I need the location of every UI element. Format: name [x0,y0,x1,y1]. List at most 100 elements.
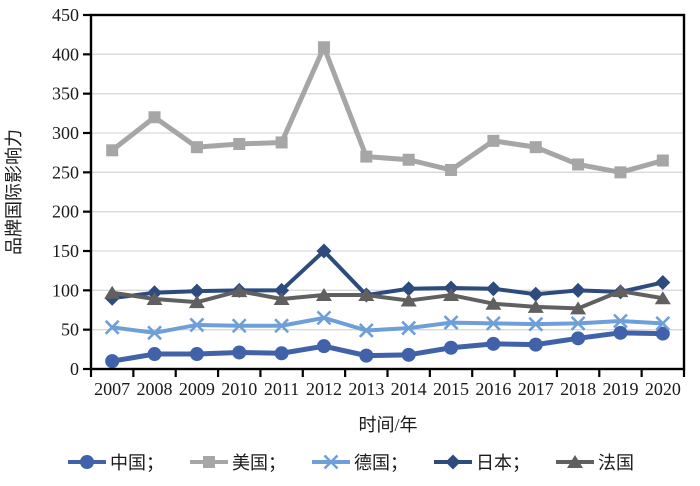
data-point-日本-2014 [401,281,417,297]
legend-marker-德国 [323,454,339,470]
x-tick-label-2011: 2011 [264,379,299,399]
series-德国 [104,310,671,341]
data-point-中国-2011 [274,346,289,361]
legend-item-日本: 日本； [432,449,530,475]
y-tick-label-350: 350 [52,84,79,104]
legend-item-美国: 美国； [188,449,286,475]
y-tick-label-100: 100 [52,280,79,300]
data-point-德国-2009 [189,317,205,333]
x-tick-label-2020: 2020 [645,379,681,399]
data-point-法国-2014 [400,293,417,307]
x-tick-label-2017: 2017 [518,379,554,399]
x-axis-tick-labels: 2007 2008 2009 2010 2011 2012 2013 2014 2015 2016… [94,379,681,399]
plot-border [89,13,686,371]
gridlines [91,53,684,331]
data-point-法国-2011 [273,291,290,305]
data-point-日本-2009 [189,283,205,299]
x-tick-label-2014: 2014 [391,379,427,399]
legend-marker-法国 [567,455,583,468]
data-point-日本-2016 [485,281,501,297]
series-layer [104,41,671,369]
data-point-美国-2014 [402,153,415,166]
data-point-美国-2020 [656,154,669,167]
legend-item-德国: 德国； [310,449,408,475]
data-point-法国-2019 [612,284,629,298]
legend-marker-x-icon [312,454,350,470]
data-point-日本-2011 [274,282,290,298]
x-tick-label-2010: 2010 [221,379,257,399]
data-point-法国-2007 [104,285,121,299]
data-point-法国-2015 [443,288,460,302]
y-axis-tick-labels: 0 50 100 150 200 250 300 350 400 450 [52,5,79,379]
data-point-法国-2010 [231,284,248,298]
data-point-美国-2009 [190,141,203,154]
data-point-美国-2015 [445,163,458,176]
data-point-德国-2020 [655,315,671,331]
y-tick-label-50: 50 [61,320,79,340]
x-axis-title: 时间/年 [358,415,417,435]
data-point-德国-2014 [401,320,417,336]
data-point-中国-2017 [528,337,543,352]
legend-marker-circle-icon [68,455,106,469]
x-tick-label-2018: 2018 [560,379,596,399]
data-point-德国-2019 [613,313,628,329]
legend-marker-triangle-icon [556,455,594,468]
data-point-中国-2019 [613,325,628,340]
data-point-美国-2010 [233,138,246,151]
y-tick-label-150: 150 [52,241,79,261]
legend-label-法国: 法国 [598,453,634,473]
data-point-美国-2012 [317,41,330,54]
data-point-日本-2012 [316,243,332,259]
data-point-中国-2016 [486,336,501,351]
legend-marker-diamond-icon [434,454,472,470]
data-point-美国-2008 [148,111,161,124]
chart-svg: 0 50 100 150 200 250 300 350 400 450 2007 2008 2009… [4,5,686,435]
series-美国 [106,41,669,179]
data-point-美国-2017 [529,141,542,154]
y-tick-label-400: 400 [52,44,79,64]
data-point-美国-2018 [572,158,585,171]
legend-label-中国: 中国； [110,453,164,473]
data-point-日本-2015 [443,280,459,296]
data-point-中国-2007 [105,354,120,369]
data-point-中国-2013 [359,348,374,363]
y-tick-label-0: 0 [70,359,79,379]
data-point-法国-2013 [358,288,375,302]
series-法国 [104,284,671,315]
legend-label-日本: 日本； [476,453,530,473]
y-tick-label-450: 450 [52,5,79,25]
data-point-中国-2020 [655,326,670,341]
data-point-中国-2009 [189,347,204,362]
series-line-法国 [110,289,665,311]
data-point-法国-2009 [188,295,205,309]
data-point-美国-2013 [360,150,373,163]
legend-marker-square-icon [190,456,228,468]
data-point-德国-2011 [274,318,290,334]
series-line-美国 [109,44,666,175]
data-point-法国-2018 [570,301,587,315]
y-axis-title: 品牌国际影响力 [4,129,24,255]
legend-marker-美国 [203,456,215,468]
x-tick-label-2008: 2008 [137,379,173,399]
data-point-德国-2013 [358,323,374,338]
data-point-法国-2012 [315,288,332,302]
x-tick-label-2016: 2016 [475,379,511,399]
legend-marker-日本 [445,454,461,470]
data-point-德国-2008 [147,325,162,341]
series-line-中国 [109,330,666,364]
data-point-德国-2010 [231,318,247,334]
y-tick-label-300: 300 [52,123,79,143]
x-tick-label-2007: 2007 [94,379,130,399]
data-point-美国-2011 [275,136,288,149]
x-tick-label-2009: 2009 [179,379,215,399]
series-中国 [105,325,670,369]
data-point-德国-2017 [528,316,544,332]
data-point-中国-2008 [147,347,162,362]
data-point-法国-2008 [146,291,163,305]
data-point-德国-2018 [570,315,586,331]
series-line-德国 [110,315,665,335]
data-point-日本-2017 [528,286,544,302]
data-point-法国-2020 [654,291,671,305]
y-tick-label-250: 250 [52,162,79,182]
